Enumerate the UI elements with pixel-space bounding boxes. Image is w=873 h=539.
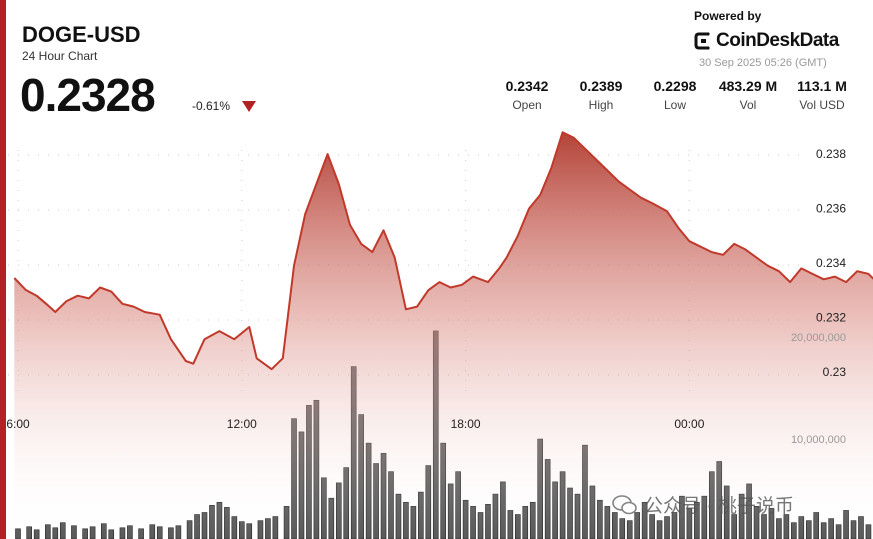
stat-low: 0.2298 Low: [630, 78, 720, 112]
stat-value: 113.1 M: [797, 78, 847, 94]
price-tick-label: 0.23: [823, 365, 847, 379]
down-arrow-icon: [242, 101, 256, 112]
watermark-text: 公众号 · 桃子说币: [644, 496, 794, 517]
symbol-title: DOGE-USD: [22, 22, 141, 47]
price-line: [13, 131, 873, 371]
time-tick-label: 12:00: [227, 417, 257, 431]
price-axis: 0.23 0.232 0.234 0.236 0.238: [816, 147, 846, 379]
price-tick-label: 0.236: [816, 202, 846, 216]
stat-value: 0.2389: [579, 78, 623, 94]
price-area: [14, 132, 873, 539]
price-change: -0.61%: [192, 99, 231, 113]
price-tick-label: 0.232: [816, 310, 846, 324]
coindesk-logo-icon: [694, 32, 710, 50]
volume-axis: 10,000,000 20,000,000: [791, 332, 846, 446]
time-tick-label: 00:00: [674, 417, 704, 431]
price-tick-label: 0.238: [816, 147, 846, 161]
time-tick-label: 6:00: [6, 417, 30, 431]
timestamp: 30 Sep 2025 05:26 (GMT): [699, 57, 827, 69]
stat-value: 0.2298: [653, 78, 697, 94]
stat-high: 0.2389 High: [556, 78, 646, 112]
stat-vol: 483.29 M Vol: [703, 78, 793, 112]
stat-value: 0.2342: [505, 78, 549, 94]
watermark: 公众号 · 桃子说币: [612, 491, 794, 518]
stat-open: 0.2342 Open: [482, 78, 572, 112]
time-tick-label: 18:00: [451, 417, 481, 431]
time-axis: 6:00 12:00 18:00 00:00: [6, 417, 704, 431]
stat-value: 483.29 M: [718, 78, 778, 94]
powered-by-label: Powered by: [694, 9, 762, 23]
wechat-icon: [612, 494, 637, 514]
volume-tick-label: 10,000,000: [791, 434, 846, 446]
chart-subtitle: 24 Hour Chart: [22, 49, 98, 63]
accent-bar: [0, 0, 6, 539]
stat-label: Vol USD: [799, 98, 845, 112]
stat-label: High: [588, 98, 614, 112]
stat-vol-usd: 113.1 M Vol USD: [777, 78, 867, 112]
brand-name: CoinDeskData: [716, 30, 839, 51]
stat-label: Open: [512, 98, 542, 112]
current-price: 0.2328: [20, 69, 156, 121]
stat-label: Low: [663, 98, 686, 112]
stat-label: Vol: [739, 98, 757, 112]
brand-logo[interactable]: CoinDeskData: [694, 30, 839, 52]
price-tick-label: 0.234: [816, 256, 846, 270]
volume-tick-label: 20,000,000: [791, 332, 846, 344]
